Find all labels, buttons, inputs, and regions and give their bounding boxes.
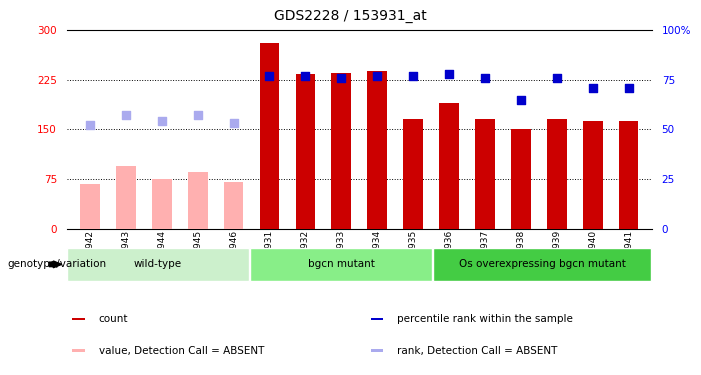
Bar — [619, 121, 639, 229]
Point — [336, 75, 347, 81]
Point — [156, 118, 168, 124]
Bar — [259, 43, 280, 229]
Bar — [80, 184, 100, 229]
FancyBboxPatch shape — [433, 248, 651, 281]
Bar — [116, 166, 136, 229]
Bar — [547, 119, 566, 229]
Bar — [475, 119, 495, 229]
Text: genotype/variation: genotype/variation — [7, 260, 106, 269]
Bar — [152, 179, 172, 229]
Bar — [72, 350, 85, 352]
Bar — [332, 73, 351, 229]
Bar — [583, 121, 603, 229]
Bar — [511, 129, 531, 229]
Point — [515, 97, 526, 103]
Text: Os overexpressing bgcn mutant: Os overexpressing bgcn mutant — [458, 259, 625, 268]
Bar — [371, 350, 383, 352]
Point — [587, 85, 598, 91]
Bar — [296, 74, 315, 229]
Bar — [367, 71, 387, 229]
Text: wild-type: wild-type — [134, 259, 182, 268]
Text: percentile rank within the sample: percentile rank within the sample — [397, 314, 573, 324]
Bar — [403, 119, 423, 229]
Point — [264, 73, 275, 79]
Point — [372, 73, 383, 79]
Point — [300, 73, 311, 79]
Text: value, Detection Call = ABSENT: value, Detection Call = ABSENT — [99, 346, 264, 355]
FancyBboxPatch shape — [67, 248, 249, 281]
Point — [84, 122, 95, 128]
Point — [407, 73, 418, 79]
Point — [228, 120, 239, 126]
Text: rank, Detection Call = ABSENT: rank, Detection Call = ABSENT — [397, 346, 558, 355]
Bar — [439, 103, 459, 229]
Bar — [224, 182, 243, 229]
FancyBboxPatch shape — [250, 248, 432, 281]
Point — [444, 71, 455, 77]
Text: count: count — [99, 314, 128, 324]
Point — [121, 112, 132, 118]
Bar — [72, 318, 85, 320]
Bar — [188, 172, 207, 229]
Point — [551, 75, 562, 81]
Text: bgcn mutant: bgcn mutant — [308, 259, 374, 268]
Bar — [371, 318, 383, 320]
Text: GDS2228 / 153931_at: GDS2228 / 153931_at — [274, 9, 427, 23]
Point — [192, 112, 203, 118]
Point — [479, 75, 491, 81]
Point — [623, 85, 634, 91]
